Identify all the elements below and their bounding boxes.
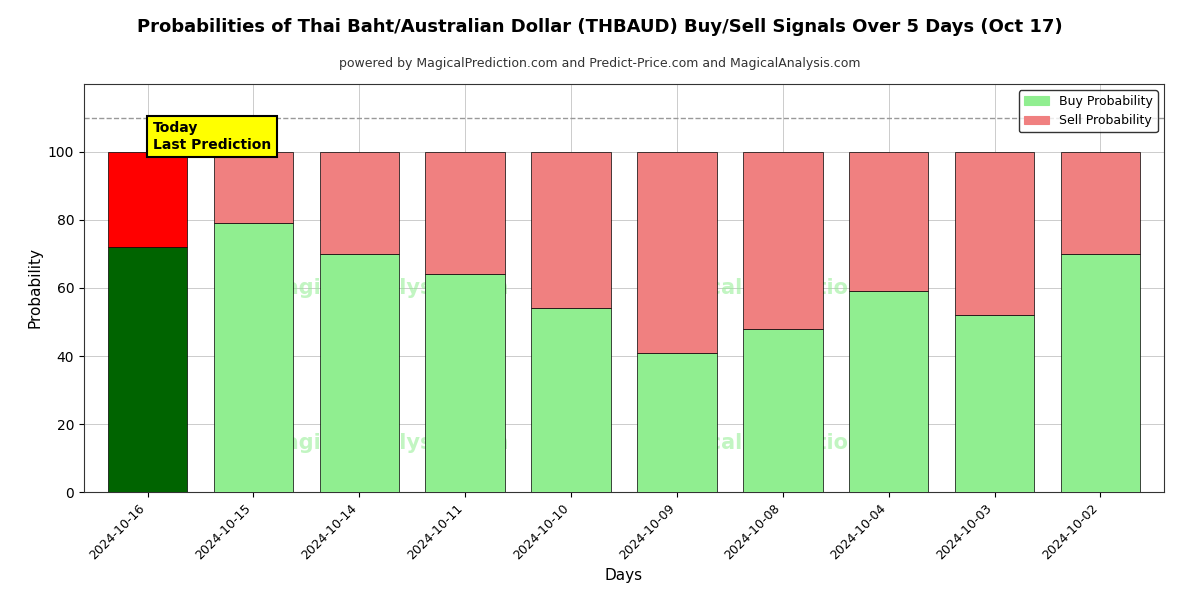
Bar <box>214 223 293 492</box>
X-axis label: Days: Days <box>605 568 643 583</box>
Text: powered by MagicalPrediction.com and Predict-Price.com and MagicalAnalysis.com: powered by MagicalPrediction.com and Pre… <box>340 57 860 70</box>
Bar <box>532 152 611 308</box>
Bar <box>743 329 822 492</box>
Bar <box>743 152 822 329</box>
Bar <box>955 315 1034 492</box>
Bar <box>955 152 1034 315</box>
Bar <box>426 152 505 274</box>
Text: MagicalAnalysis.com: MagicalAnalysis.com <box>264 433 509 453</box>
Bar <box>850 292 929 492</box>
Text: MagicalAnalysis.com: MagicalAnalysis.com <box>264 278 509 298</box>
Text: Today
Last Prediction: Today Last Prediction <box>152 121 271 152</box>
Bar <box>637 152 716 353</box>
Bar <box>319 152 400 254</box>
Text: MagicalPrediction.com: MagicalPrediction.com <box>653 278 919 298</box>
Text: MagicalPrediction.com: MagicalPrediction.com <box>653 433 919 453</box>
Bar <box>214 152 293 223</box>
Bar <box>108 247 187 492</box>
Bar <box>532 308 611 492</box>
Bar <box>426 274 505 492</box>
Bar <box>637 353 716 492</box>
Bar <box>850 152 929 292</box>
Text: Probabilities of Thai Baht/Australian Dollar (THBAUD) Buy/Sell Signals Over 5 Da: Probabilities of Thai Baht/Australian Do… <box>137 18 1063 36</box>
Bar <box>1061 254 1140 492</box>
Legend: Buy Probability, Sell Probability: Buy Probability, Sell Probability <box>1019 90 1158 133</box>
Y-axis label: Probability: Probability <box>28 247 42 328</box>
Bar <box>1061 152 1140 254</box>
Bar <box>108 152 187 247</box>
Bar <box>319 254 400 492</box>
